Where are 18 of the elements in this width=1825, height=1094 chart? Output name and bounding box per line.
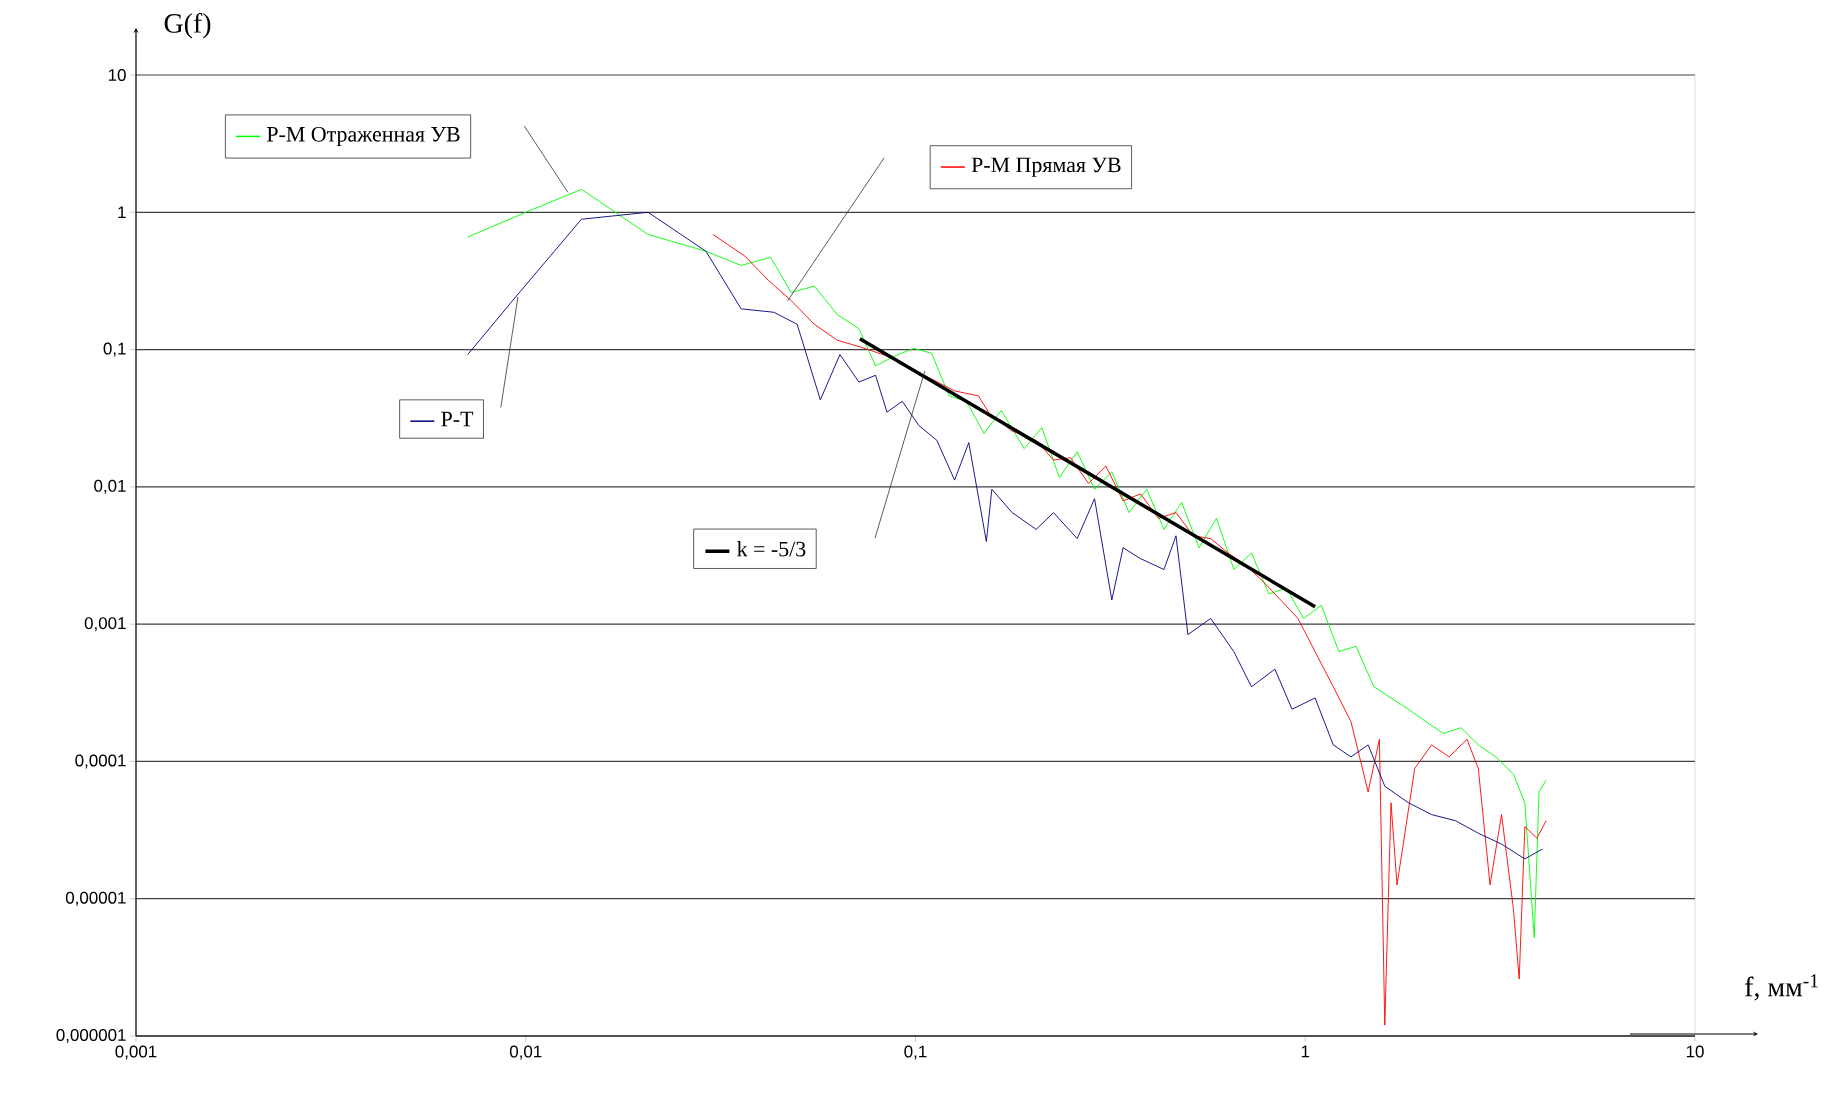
legend-label: Р-Т [441,411,474,427]
y-tick-label: 0,1 [103,342,126,357]
y-tick-label: 0,000001 [56,1029,126,1044]
y-tick-label: 1 [118,206,126,219]
legend-label: k = -5/3 [737,541,806,557]
y-tick-label: 0,01 [94,479,126,494]
y-tick-label: 0,001 [84,617,126,632]
x-tick-label: 10 [1686,1045,1704,1058]
x-tick-label: 0,01 [509,1045,542,1060]
y-axis-title: G(f) [164,12,211,39]
legend-label: Р-М Прямая УВ [971,157,1121,177]
x-tick-label: 1 [1301,1045,1310,1058]
y-tick-label: 0,00001 [65,891,126,906]
y-tick-label: 0,0001 [75,754,126,769]
x-axis-title: f, мм$^{-1}$ [1745,974,1818,1001]
x-tick-label: 0,1 [904,1045,927,1060]
y-tick-label: 10 [108,69,126,81]
legend-label: Р-М Отраженная УВ [267,126,460,147]
